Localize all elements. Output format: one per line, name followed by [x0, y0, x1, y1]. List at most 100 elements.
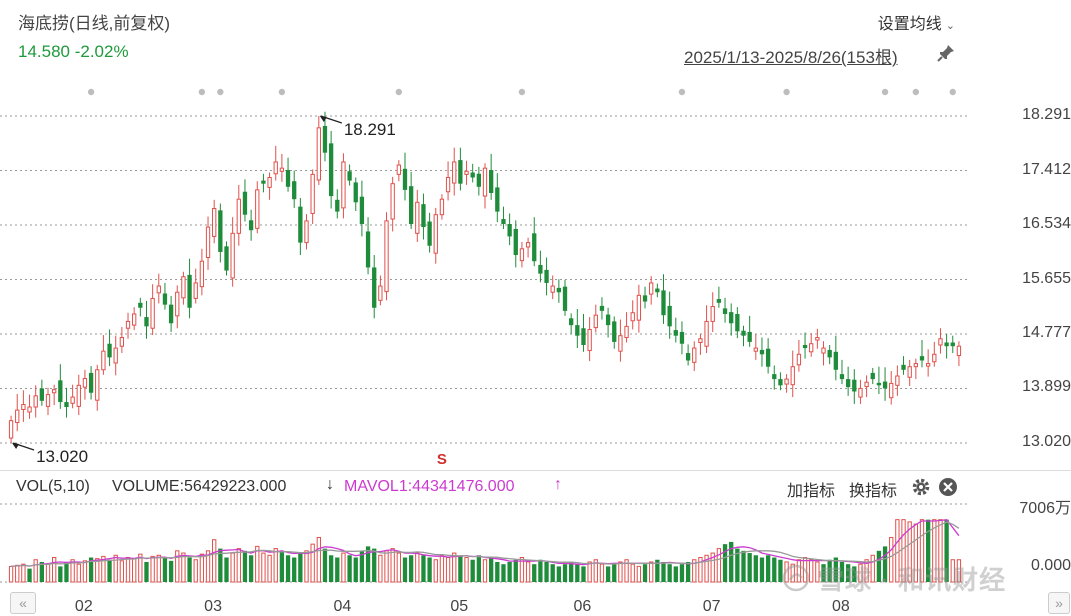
volume-bar — [925, 519, 931, 582]
volume-bar — [661, 561, 666, 582]
candle-body — [765, 348, 771, 367]
volume-bar — [556, 566, 562, 582]
volume-bar — [255, 545, 260, 583]
candle-body — [525, 242, 531, 248]
candle-body — [390, 183, 395, 220]
candle-body — [273, 161, 278, 175]
event-marker — [783, 88, 790, 96]
candlestick-chart[interactable]: S 18.291 13.020 — [0, 80, 970, 470]
volume-chart[interactable] — [0, 500, 970, 585]
volume-bar — [667, 564, 672, 582]
volume-bar — [685, 561, 691, 582]
volume-bars — [8, 519, 962, 583]
volume-bar — [187, 557, 192, 582]
volume-bar — [821, 564, 826, 582]
volume-bar — [372, 548, 377, 582]
volume-bar — [168, 560, 174, 582]
volume-bar — [809, 559, 814, 583]
event-marker — [881, 88, 889, 96]
candle-body — [408, 186, 414, 225]
volume-bar — [759, 557, 765, 582]
scroll-right-button[interactable]: » — [1048, 592, 1070, 614]
volume-bar — [230, 552, 235, 583]
candle-body — [335, 199, 340, 212]
volume-bar — [636, 565, 642, 583]
candle-body — [710, 306, 715, 322]
volume-bar — [156, 554, 161, 583]
candle-body — [919, 356, 925, 361]
candle-body — [845, 379, 851, 388]
scroll-left-button[interactable]: « — [10, 592, 36, 614]
add-indicator-button[interactable]: 加指标 — [787, 483, 836, 500]
candle-body — [242, 191, 248, 215]
candle-body — [150, 297, 155, 329]
candle-body — [513, 228, 518, 256]
volume-bar — [279, 550, 285, 582]
candle-body — [864, 381, 869, 388]
volume-bar — [655, 559, 660, 582]
volume-bar — [8, 565, 14, 583]
candle-body — [630, 312, 635, 322]
volume-bar — [864, 559, 869, 583]
candle-body — [784, 378, 789, 385]
candle-body — [827, 349, 832, 358]
volume-bar — [402, 557, 408, 582]
volume-bar — [464, 557, 469, 583]
volume-bar — [741, 550, 746, 582]
volume-bar — [292, 557, 297, 582]
volume-bar — [593, 559, 598, 583]
candle-body — [599, 305, 605, 311]
volume-bar — [88, 557, 94, 582]
volume-bar — [569, 561, 574, 582]
event-marker — [278, 88, 286, 96]
candle-body — [753, 347, 758, 352]
volume-bar — [796, 559, 802, 583]
volume-bar — [519, 557, 525, 583]
annotation-label: 13.020 — [36, 447, 88, 466]
volume-bar — [476, 555, 481, 582]
time-tick-label: 03 — [204, 598, 222, 615]
candle-body — [224, 246, 229, 271]
candle-body — [802, 344, 808, 349]
candle-body — [704, 320, 709, 347]
switch-indicator-button[interactable]: 换指标 — [849, 483, 898, 500]
vol-indicator-label[interactable]: VOL(5,10) — [16, 478, 90, 495]
candle-body — [482, 167, 488, 197]
volume-bar — [722, 544, 728, 582]
volume-bar — [205, 550, 211, 583]
volume-bar — [538, 559, 543, 582]
candle-body — [372, 267, 377, 308]
candle-body — [944, 342, 949, 347]
candle-body — [162, 293, 168, 305]
candle-body — [378, 285, 383, 301]
volume-bar — [513, 559, 518, 582]
volume-bar — [581, 566, 586, 582]
candle-body — [550, 285, 555, 293]
volume-bar — [82, 560, 88, 583]
candle-body — [858, 387, 863, 398]
price-tick-label: 13.020 — [1022, 433, 1071, 450]
price-change: 14.580 -2.02% — [18, 42, 129, 61]
mavol1-value: MAVOL1:44341476.000 — [344, 478, 515, 495]
candle-body — [685, 353, 691, 361]
candle-body — [21, 404, 26, 410]
volume-bar — [790, 563, 795, 583]
candle-body — [464, 170, 469, 175]
gear-icon[interactable] — [911, 477, 931, 497]
volume-bar — [378, 554, 383, 583]
volume-bar — [852, 566, 857, 582]
candle-body — [138, 302, 143, 308]
candle-body — [636, 294, 642, 321]
volume-bar — [95, 558, 100, 583]
pin-icon[interactable] — [936, 43, 956, 63]
date-range-link[interactable]: 2025/1/13-2025/8/26(153根) — [684, 48, 898, 67]
close-icon[interactable] — [938, 477, 958, 497]
candle-body — [415, 201, 420, 234]
candle-body — [649, 282, 654, 295]
volume-bar — [45, 563, 51, 583]
candle-body — [925, 363, 931, 367]
volume-bar — [495, 561, 500, 582]
candle-body — [187, 274, 192, 308]
candle-body — [365, 231, 371, 268]
ma-setting-button[interactable]: 设置均线 ⌄ — [878, 10, 955, 34]
